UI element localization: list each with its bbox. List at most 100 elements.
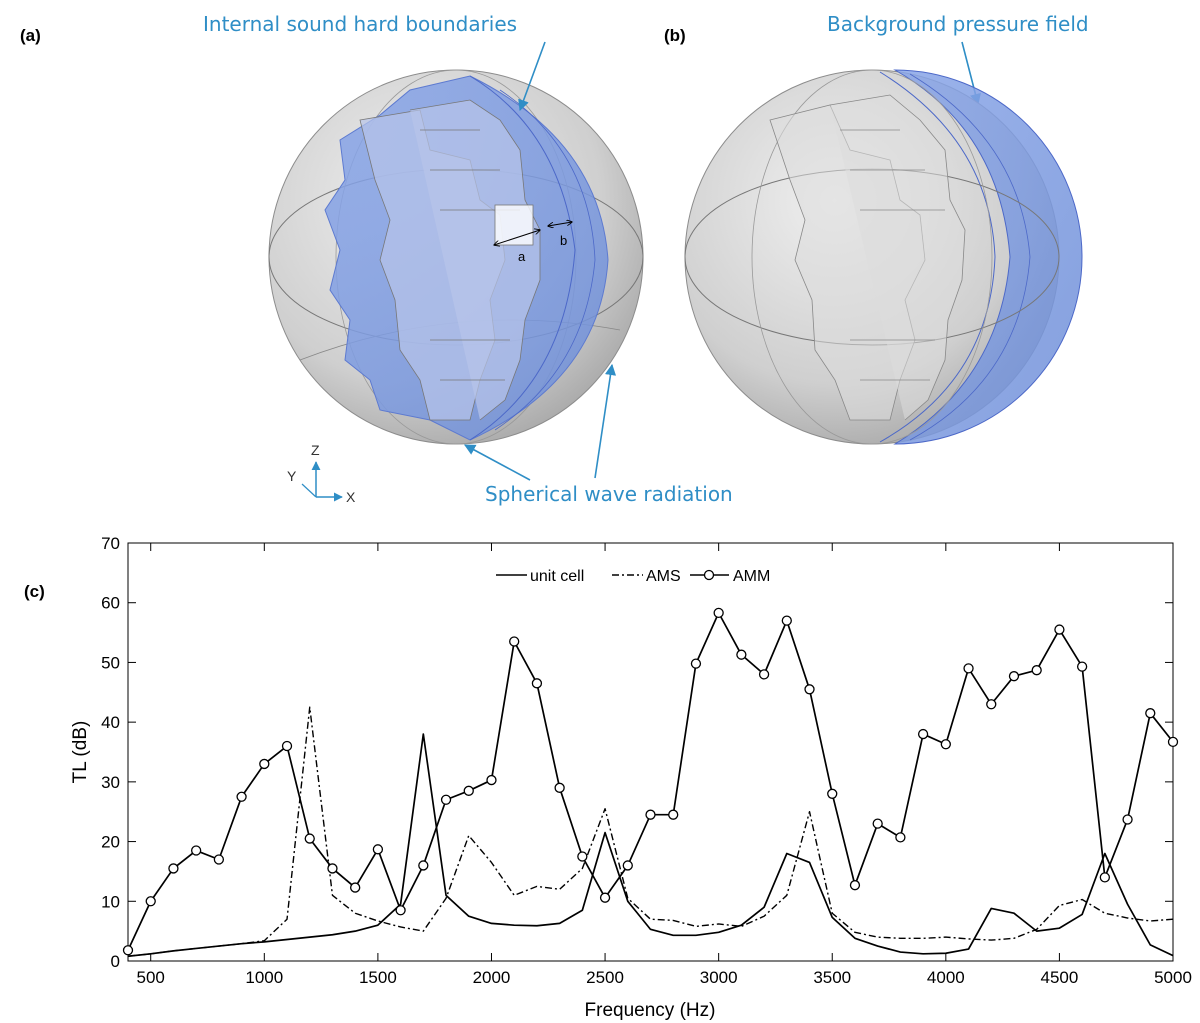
x-tick-label: 500 xyxy=(137,968,165,987)
point-amm xyxy=(259,758,270,770)
point-amm xyxy=(781,615,792,626)
point-amm xyxy=(804,684,815,695)
series-line-ams xyxy=(127,706,1174,957)
plot-frame xyxy=(127,542,1174,962)
point-amm xyxy=(486,774,497,786)
y-tick-label: 70 xyxy=(101,534,120,553)
point-amm xyxy=(849,880,861,891)
point-amm xyxy=(827,788,838,799)
point-amm xyxy=(1122,814,1133,825)
point-amm xyxy=(554,782,565,793)
point-amm xyxy=(191,845,202,856)
x-tick-label: 1500 xyxy=(359,968,397,987)
x-axis-label: Frequency (Hz) xyxy=(585,1000,716,1021)
unit-cell-structure-b xyxy=(769,94,966,421)
point-amm xyxy=(1099,872,1110,883)
triad-label-z: Z xyxy=(311,442,320,458)
point-amm xyxy=(872,818,883,829)
tl-chart: 0 10 20 30 40 50 60 70 500 1000 1500 2000 2500 3000 3… xyxy=(70,534,1192,1021)
x-tick-label: 2000 xyxy=(473,968,511,987)
x-tick-label: 3000 xyxy=(700,968,738,987)
callout-arrow-spherical-right xyxy=(594,363,617,479)
point-amm xyxy=(940,739,951,750)
point-amm xyxy=(168,863,179,874)
point-amm xyxy=(1167,736,1179,747)
point-amm xyxy=(213,854,225,865)
point-amm xyxy=(758,669,770,680)
point-amm xyxy=(509,636,520,647)
y-tick-label: 10 xyxy=(101,892,120,911)
point-amm xyxy=(986,699,997,710)
point-amm xyxy=(1031,665,1042,676)
point-amm xyxy=(1054,624,1065,635)
point-amm xyxy=(1145,708,1156,719)
unit-cell-structure-a xyxy=(359,99,541,421)
y-tick-label: 50 xyxy=(101,653,120,672)
point-amm xyxy=(304,833,315,844)
point-amm xyxy=(281,740,293,752)
series-line-unit-cell xyxy=(127,733,1174,958)
point-amm xyxy=(917,728,929,740)
y-axis-label: TL (dB) xyxy=(70,721,91,784)
point-amm xyxy=(690,658,702,669)
point-amm xyxy=(963,663,974,674)
callout-background-field: Background pressure field xyxy=(827,12,1089,36)
series-layer xyxy=(122,607,1179,958)
dimension-label-a: a xyxy=(518,249,526,264)
legend-label-amm: AMM xyxy=(733,568,770,585)
point-amm xyxy=(145,896,156,907)
sphere-a: a b xyxy=(268,69,644,445)
point-amm xyxy=(599,892,611,903)
point-amm xyxy=(463,785,474,796)
dimension-arrow-b xyxy=(548,222,572,226)
panel-label-c: (c) xyxy=(24,582,45,601)
point-amm xyxy=(1076,661,1088,672)
y-axis: 0 10 20 30 40 50 60 70 xyxy=(101,534,1173,971)
axes-triad: Z Y X xyxy=(287,442,356,505)
x-tick-label: 3500 xyxy=(813,968,851,987)
x-tick-label: 4000 xyxy=(927,968,965,987)
x-tick-label: 5000 xyxy=(1154,968,1192,987)
point-amm xyxy=(350,882,361,893)
series-line-amm xyxy=(127,612,1174,951)
dimension-arrow-a xyxy=(494,230,540,245)
y-tick-label: 0 xyxy=(111,952,120,971)
callout-arrow-internal xyxy=(518,41,546,112)
callout-arrow-spherical-left xyxy=(464,444,531,481)
point-amm xyxy=(395,905,406,916)
point-amm xyxy=(327,863,338,874)
panel-label-b: (b) xyxy=(664,26,686,45)
point-amm xyxy=(531,678,543,689)
point-amm xyxy=(122,945,134,956)
point-amm xyxy=(622,860,633,871)
legend-label-unit-cell: unit cell xyxy=(530,568,584,585)
legend-marker-amm xyxy=(703,569,715,581)
panel-label-a: (a) xyxy=(20,26,41,45)
y-tick-label: 30 xyxy=(101,773,120,792)
sphere-b xyxy=(684,69,1083,445)
point-amm xyxy=(440,794,452,805)
y-tick-label: 60 xyxy=(101,594,120,613)
point-amm xyxy=(577,851,588,862)
x-tick-label: 4500 xyxy=(1040,968,1078,987)
point-amm xyxy=(236,791,247,802)
callout-spherical-radiation: Spherical wave radiation xyxy=(485,482,733,506)
triad-label-y: Y xyxy=(287,468,297,484)
triad-label-x: X xyxy=(346,489,356,505)
point-amm xyxy=(668,809,679,820)
y-tick-label: 20 xyxy=(101,833,120,852)
legend-label-ams: AMS xyxy=(646,568,681,585)
y-tick-label: 40 xyxy=(101,713,120,732)
x-tick-label: 2500 xyxy=(586,968,624,987)
x-tick-label: 1000 xyxy=(245,968,283,987)
point-amm xyxy=(1008,671,1020,682)
point-amm xyxy=(895,832,906,843)
legend: unit cell AMS AMM xyxy=(496,568,770,585)
point-amm xyxy=(645,809,656,820)
point-amm xyxy=(418,860,429,871)
callout-internal-boundaries: Internal sound hard boundaries xyxy=(203,12,518,36)
point-amm xyxy=(736,649,747,660)
point-amm xyxy=(713,607,724,619)
x-axis: 500 1000 1500 2000 2500 3000 3500 4000 4500 5000 xyxy=(137,543,1192,987)
